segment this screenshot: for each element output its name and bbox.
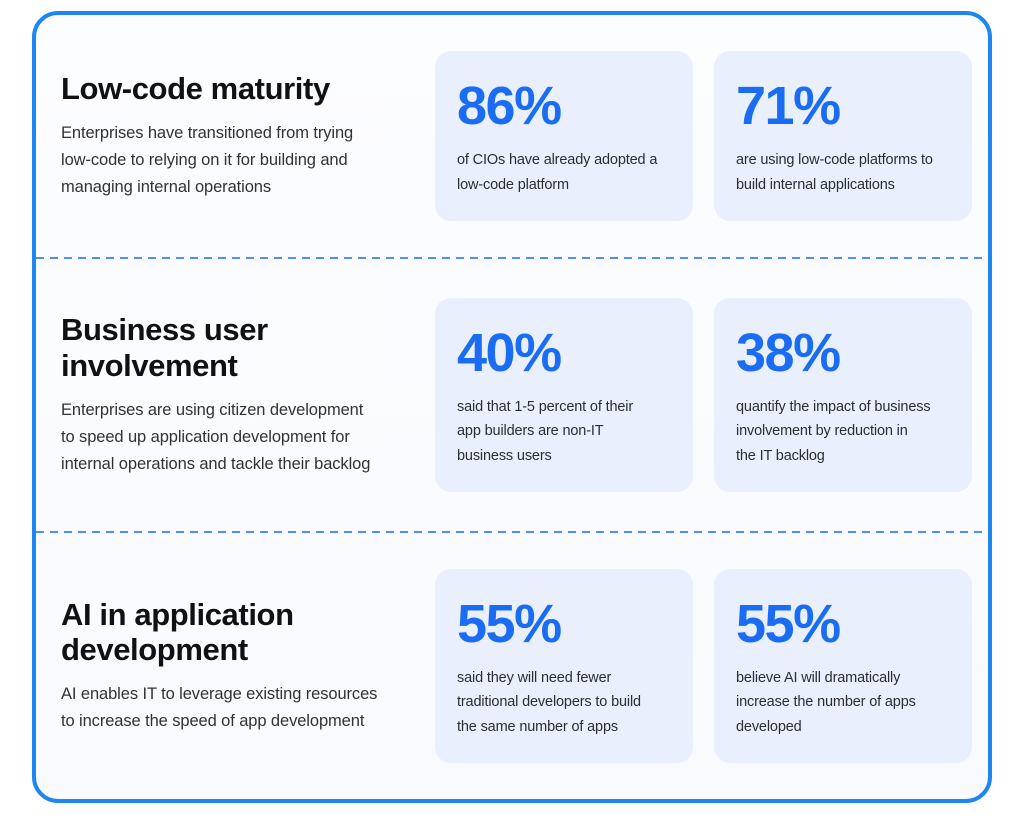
dashed-divider [36, 257, 988, 259]
section-business-user-involvement: Business user involvement Enterprises ar… [36, 259, 988, 531]
stat-card-group: 86% of CIOs have already adopted a low-c… [435, 50, 972, 222]
stat-card: 55% said they will need fewer traditiona… [435, 568, 693, 764]
stat-value: 71% [736, 75, 841, 136]
stat-label: said that 1-5 percent of their app build… [457, 398, 634, 464]
stat-card: 71% are using low-code platforms to buil… [714, 50, 972, 222]
stat-value: 55% [457, 593, 562, 654]
stat-value: 38% [736, 322, 841, 383]
section-ai-in-app-development: AI in application development AI enables… [36, 533, 988, 799]
stat-card: 55% believe AI will dramatically increas… [714, 568, 972, 764]
stat-value: 86% [457, 75, 562, 136]
section-description: Enterprises are using citizen developmen… [61, 400, 371, 473]
stat-card-group: 55% said they will need fewer traditiona… [435, 568, 972, 764]
stat-card: 86% of CIOs have already adopted a low-c… [435, 50, 693, 222]
stat-card: 40% said that 1-5 percent of their app b… [435, 297, 693, 493]
dashed-divider [36, 531, 988, 533]
section-title: Business user involvement [61, 311, 268, 383]
section-low-code-maturity: Low-code maturity Enterprises have trans… [36, 15, 988, 257]
section-title: AI in application development [61, 596, 294, 668]
stat-card: 38% quantify the impact of business invo… [714, 297, 972, 493]
section-title: Low-code maturity [61, 70, 330, 106]
stat-label: of CIOs have already adopted a low-code … [457, 151, 658, 193]
stat-card-group: 40% said that 1-5 percent of their app b… [435, 297, 972, 493]
section-intro: Business user involvement Enterprises ar… [61, 312, 433, 478]
section-description: Enterprises have transitioned from tryin… [61, 123, 354, 196]
stat-label: quantify the impact of business involvem… [736, 398, 931, 464]
section-intro: AI in application development AI enables… [61, 597, 433, 736]
stat-label: are using low-code platforms to build in… [736, 151, 933, 193]
stat-value: 40% [457, 322, 562, 383]
stat-value: 55% [736, 593, 841, 654]
section-description: AI enables IT to leverage existing resou… [61, 685, 378, 731]
stat-label: said they will need fewer traditional de… [457, 669, 641, 735]
stat-label: believe AI will dramatically increase th… [736, 669, 916, 735]
section-intro: Low-code maturity Enterprises have trans… [61, 71, 433, 201]
low-code-stats-panel: Low-code maturity Enterprises have trans… [32, 11, 992, 803]
